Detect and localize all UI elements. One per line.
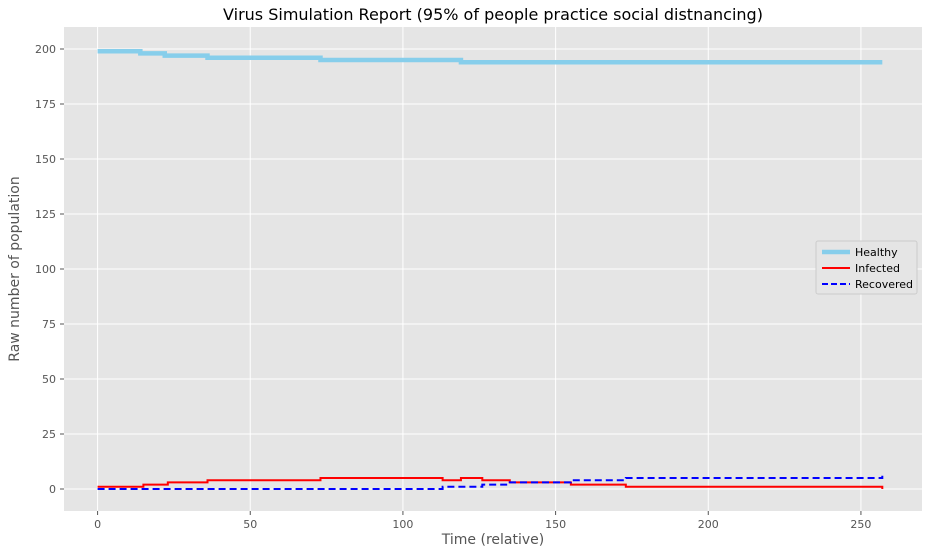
x-tick-label: 250 <box>850 518 871 531</box>
legend-label-recovered: Recovered <box>855 278 913 291</box>
x-axis-label: Time (relative) <box>441 532 544 548</box>
y-tick-label: 125 <box>35 208 56 221</box>
series-line-healthy <box>97 48 883 65</box>
y-tick-label: 75 <box>42 318 56 331</box>
legend-label-healthy: Healthy <box>855 246 898 259</box>
y-tick-label: 150 <box>35 153 56 166</box>
series-group <box>97 48 884 490</box>
x-tick-label: 100 <box>392 518 413 531</box>
series-line-infected <box>97 477 884 489</box>
grid <box>64 27 922 511</box>
y-axis-label: Raw number of population <box>7 176 23 361</box>
legend: Healthy Infected Recovered <box>815 240 918 295</box>
y-tick-label: 0 <box>49 483 56 496</box>
x-tick-label: 150 <box>545 518 566 531</box>
ticks: 0 50 100 150 200 250 0 25 50 75 100 125 150 175 200 <box>35 43 871 531</box>
x-tick-label: 50 <box>243 518 257 531</box>
y-tick-label: 200 <box>35 43 56 56</box>
x-tick-label: 200 <box>698 518 719 531</box>
chart-title: Virus Simulation Report (95% of people p… <box>223 5 763 24</box>
y-tick-label: 175 <box>35 98 56 111</box>
x-tick-label: 0 <box>94 518 101 531</box>
series-line-recovered <box>97 475 884 490</box>
y-tick-label: 100 <box>35 263 56 276</box>
y-tick-label: 50 <box>42 373 56 386</box>
legend-label-infected: Infected <box>855 262 900 275</box>
y-tick-label: 25 <box>42 428 56 441</box>
